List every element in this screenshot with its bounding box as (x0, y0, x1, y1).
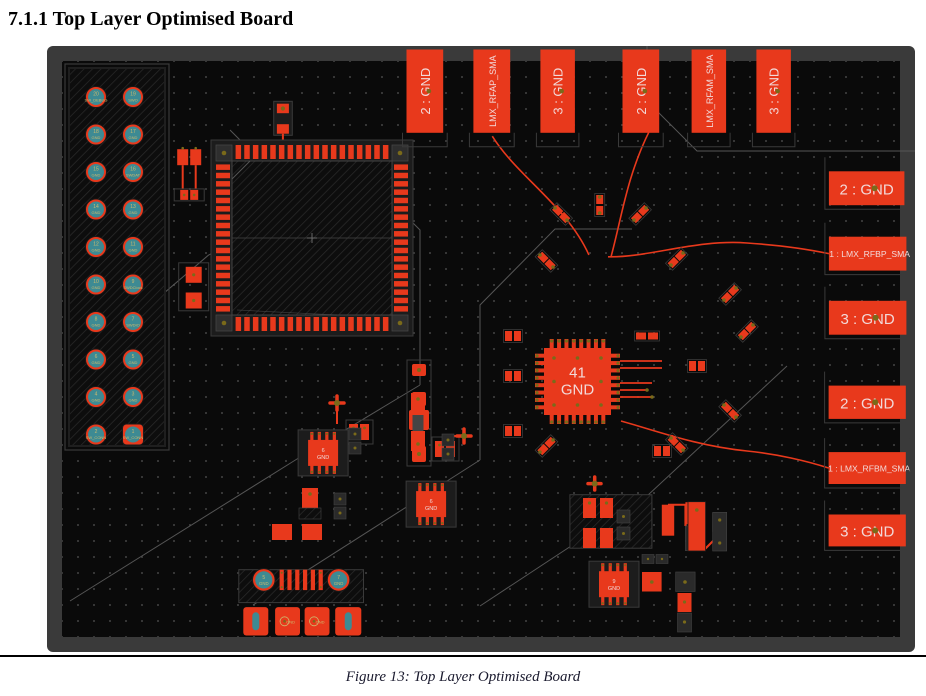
svg-text:GND: GND (92, 398, 101, 403)
svg-text:9: 9 (612, 579, 615, 585)
svg-text:GND: GND (129, 248, 138, 253)
svg-text:LMX_RFAM_SMA: LMX_RFAM_SMA (705, 55, 715, 128)
svg-text:GND: GND (561, 382, 595, 399)
svg-text:1 : LMX_RFBM_SMA: 1 : LMX_RFBM_SMA (828, 464, 910, 474)
svg-text:GND: GND (92, 173, 101, 178)
svg-text:41: 41 (569, 365, 586, 382)
svg-text:GND: GND (425, 506, 437, 512)
svg-text:GND: GND (92, 210, 101, 215)
svg-text:GND: GND (92, 323, 101, 328)
svg-text:GND: GND (129, 398, 138, 403)
svg-text:GND: GND (92, 360, 101, 365)
svg-text:3 : GND: 3 : GND (840, 523, 894, 540)
svg-text:SWDIO: SWDIO (126, 323, 140, 328)
svg-text:GND: GND (317, 455, 329, 461)
svg-text:GND: GND (334, 581, 344, 586)
svg-text:6: 6 (322, 448, 325, 454)
svg-text:SWDClock: SWDClock (123, 285, 142, 290)
svg-text:2 : GND: 2 : GND (840, 395, 894, 412)
svg-text:GND: GND (92, 248, 101, 253)
svg-text:GND: GND (129, 135, 138, 140)
svg-text:LMX_RFAP_SMA: LMX_RFAP_SMA (488, 55, 498, 127)
svg-text:SWDAT: SWDAT (126, 173, 141, 178)
svg-text:SW_CONN: SW_CONN (86, 435, 107, 440)
svg-text:GND: GND (129, 210, 138, 215)
svg-text:GND: GND (259, 581, 269, 586)
svg-text:GND: GND (316, 619, 325, 624)
svg-text:1 : LMX_RFBP_SMA: 1 : LMX_RFBP_SMA (829, 249, 910, 259)
svg-text:3 : GND: 3 : GND (841, 311, 895, 328)
svg-text:SWO: SWO (128, 98, 138, 103)
svg-text:6: 6 (430, 499, 433, 505)
svg-text:2 : GND: 2 : GND (840, 181, 894, 198)
svg-text:SW_CONN: SW_CONN (123, 435, 144, 440)
svg-text:GND: GND (92, 135, 101, 140)
svg-text:GND: GND (129, 360, 138, 365)
svg-text:GND: GND (286, 619, 295, 624)
svg-text:GND: GND (92, 285, 101, 290)
svg-text:GND: GND (608, 586, 620, 592)
svg-text:SW_DEBUG: SW_DEBUG (85, 98, 108, 103)
